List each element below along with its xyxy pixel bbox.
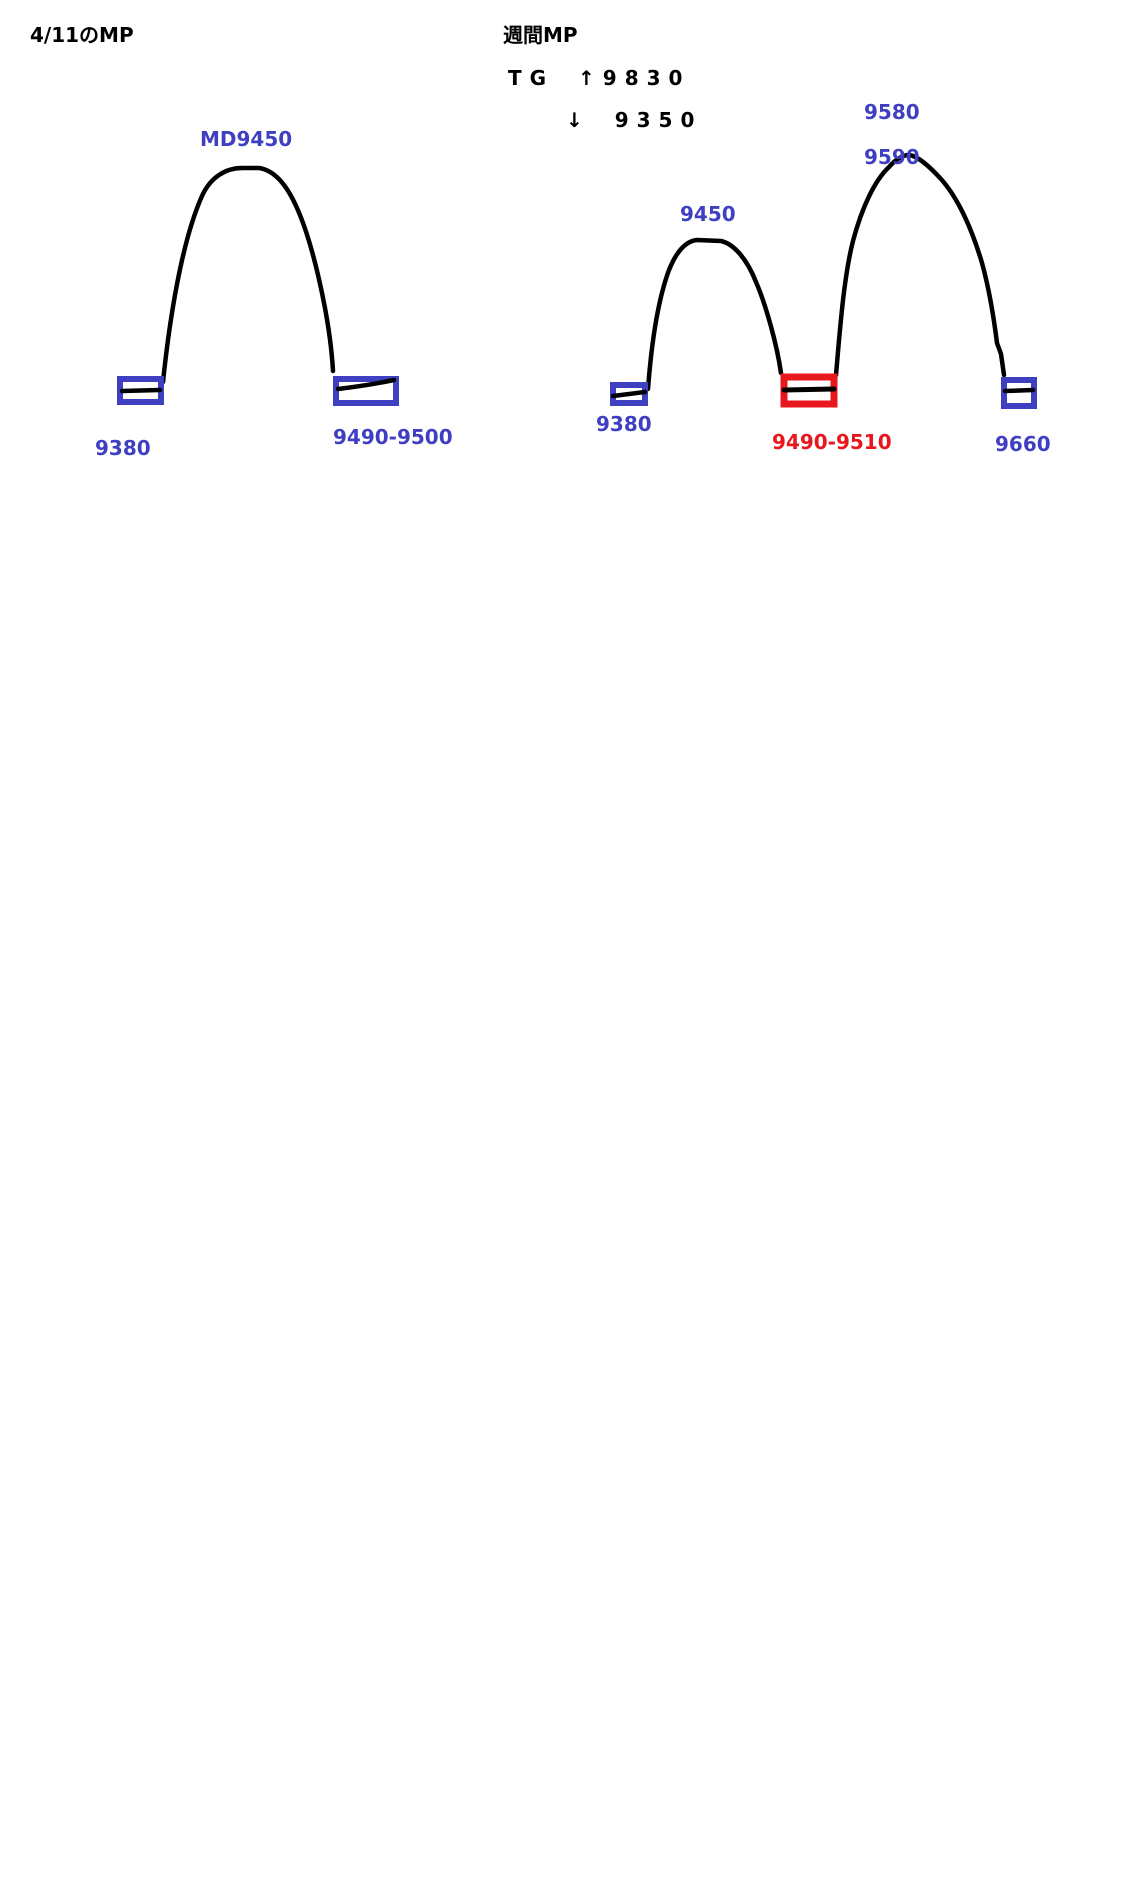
daily-profile-title: 4/11のMP: [30, 23, 134, 47]
daily-left-box-line: [119, 387, 163, 394]
weekly-arch1-curve: [645, 237, 784, 392]
weekly-arch1-peak-label: 9450: [680, 202, 736, 226]
weekly-left-box-line: [610, 389, 648, 399]
weekly-arch2-curve: [833, 152, 1007, 378]
daily-peak-label: MD9450: [200, 127, 293, 151]
weekly-center-box-line: [781, 386, 837, 393]
profile-sketch-canvas: [117, 152, 1037, 409]
weekly-target-up-label: TG ↑9830: [508, 66, 691, 90]
weekly-profile-title: 週間MP: [503, 23, 578, 47]
daily-right-box: [333, 376, 399, 406]
daily-left-box-label: 9380: [95, 436, 151, 460]
daily-arch-curve: [160, 165, 336, 385]
weekly-left-box-label: 9380: [596, 412, 652, 436]
weekly-target-down-label: ↓ 9350: [566, 108, 703, 132]
weekly-arch2-peak-label-lower: 9590: [864, 145, 920, 169]
daily-right-box-label: 9490-9500: [333, 425, 453, 449]
weekly-center-box-label: 9490-9510: [772, 430, 892, 454]
weekly-arch2-peak-label-upper: 9580: [864, 100, 920, 124]
weekly-right-box-label: 9660: [995, 432, 1051, 456]
daily-right-box-line: [335, 377, 397, 392]
weekly-right-box-line: [1002, 387, 1036, 394]
